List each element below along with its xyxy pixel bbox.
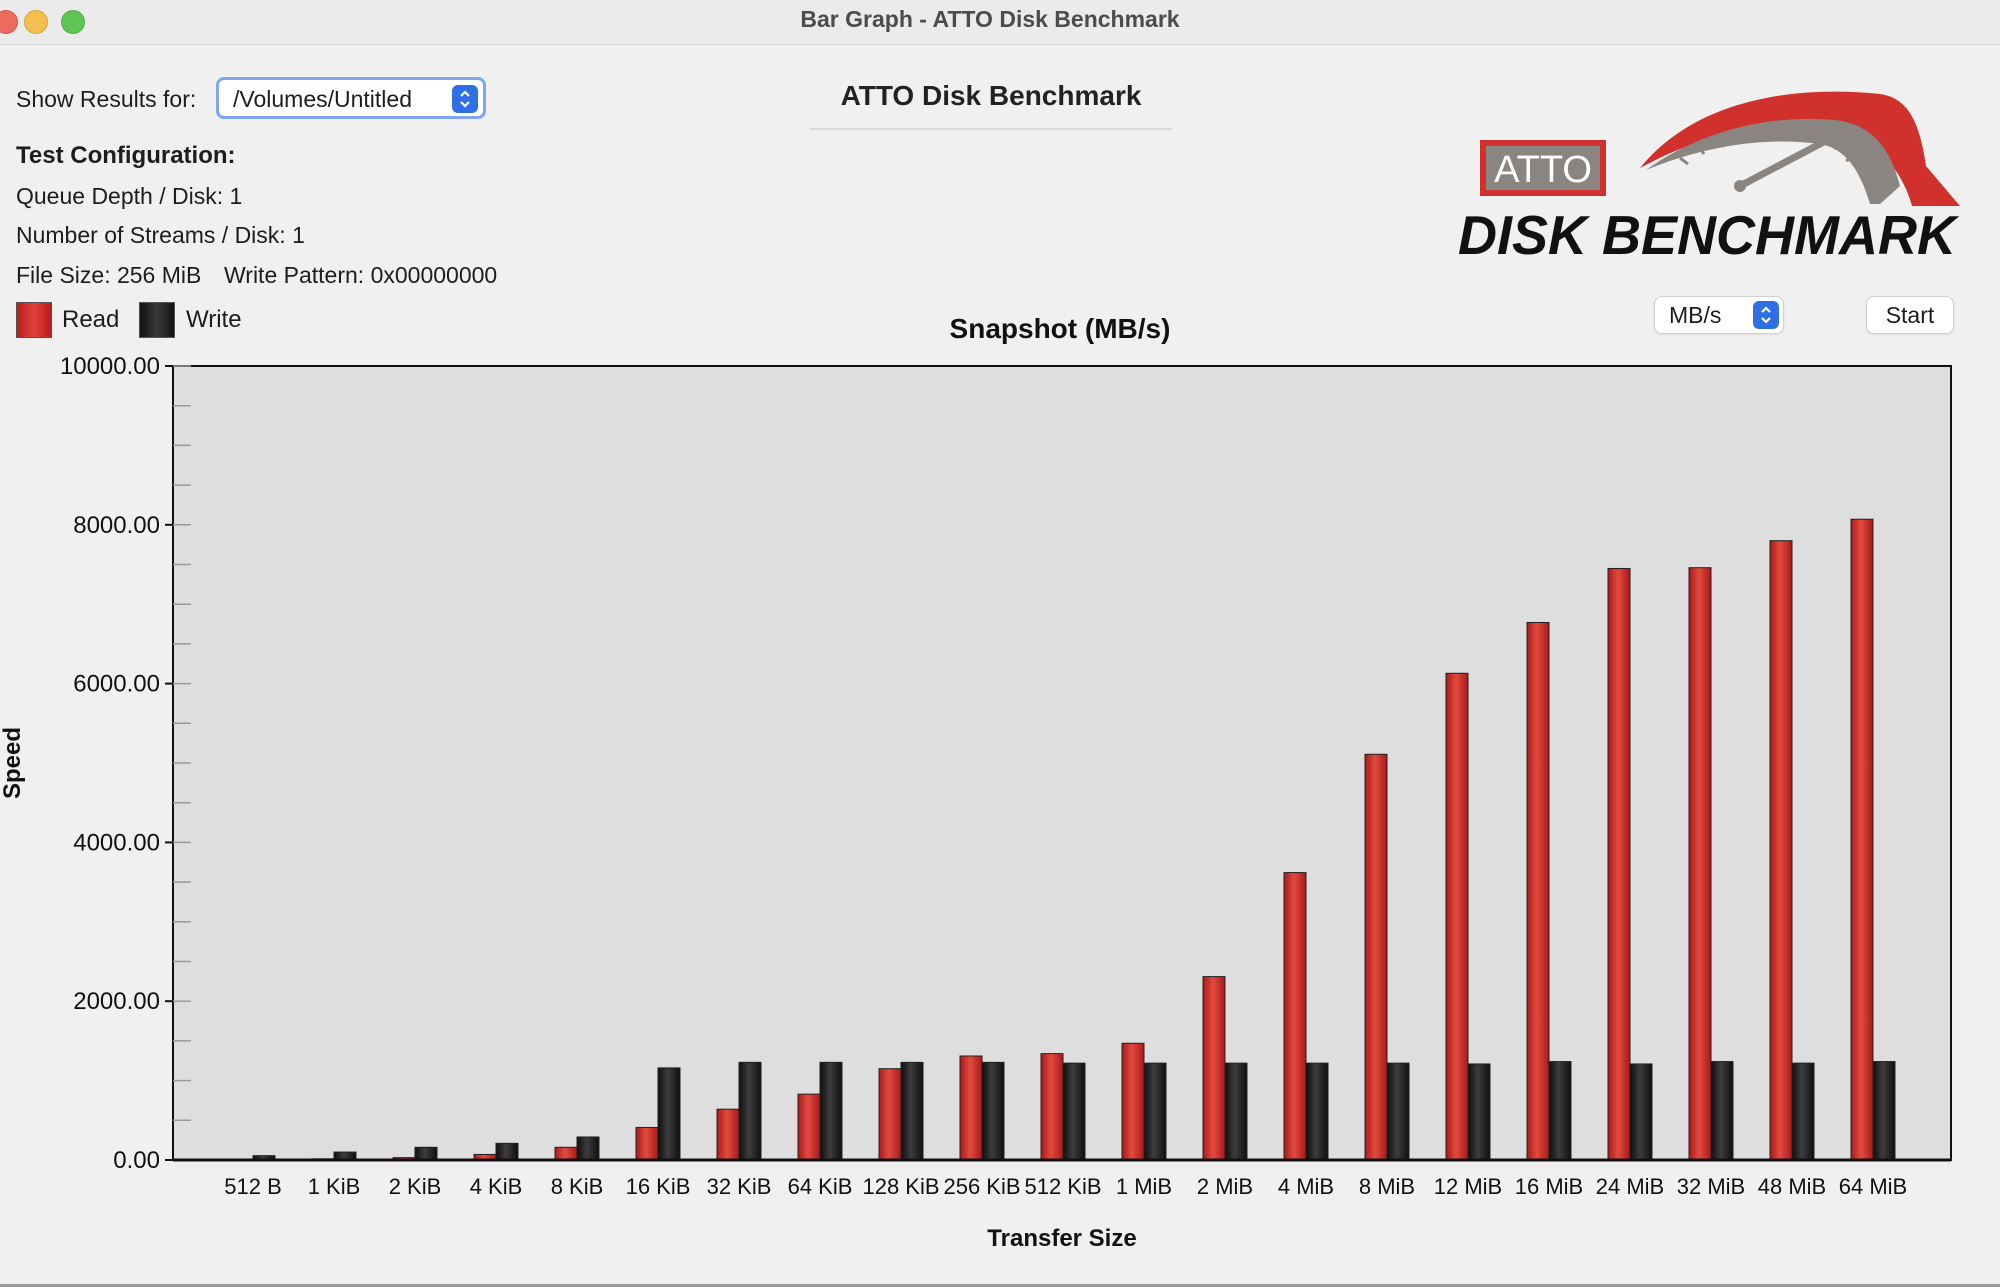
close-window-button[interactable] bbox=[0, 10, 18, 34]
write-bar-14 bbox=[1305, 1062, 1329, 1161]
read-bar-12 bbox=[1121, 1042, 1145, 1161]
write-bar-4 bbox=[495, 1142, 519, 1161]
title-divider bbox=[810, 128, 1172, 130]
x-tick-label: 1 KiB bbox=[308, 1174, 361, 1199]
x-tick-label: 512 KiB bbox=[1024, 1174, 1101, 1199]
x-tick-label: 2 KiB bbox=[389, 1174, 442, 1199]
minimize-window-button[interactable] bbox=[24, 10, 48, 34]
x-tick-label: 32 KiB bbox=[707, 1174, 772, 1199]
x-tick-label: 512 B bbox=[224, 1174, 282, 1199]
x-tick-label: 64 MiB bbox=[1839, 1174, 1907, 1199]
bar-chart: 0.00 2000.00 4000.00 6000.00 8000.00 10000.00… bbox=[0, 353, 1952, 1252]
logo-wordmark: DISK BENCHMARK bbox=[1458, 204, 1960, 266]
write-bar-18 bbox=[1629, 1063, 1653, 1161]
write-bar-11 bbox=[1062, 1062, 1086, 1161]
legend-read-swatch bbox=[16, 302, 52, 338]
x-axis-label: Transfer Size bbox=[987, 1225, 1136, 1252]
read-bar-14 bbox=[1283, 872, 1307, 1161]
read-bar-17 bbox=[1526, 621, 1550, 1161]
y-tick-label: 0.00 bbox=[113, 1147, 160, 1174]
show-results-label: Show Results for: bbox=[16, 86, 197, 112]
write-bar-6 bbox=[657, 1067, 681, 1161]
results-volume-value: /Volumes/Untitled bbox=[233, 86, 412, 112]
y-axis-label: Speed bbox=[0, 727, 26, 799]
atto-disk-benchmark-logo: ATTO DISK BENCHMARK bbox=[1458, 91, 1960, 266]
y-tick-label: 10000.00 bbox=[60, 353, 160, 380]
read-bar-21 bbox=[1850, 518, 1874, 1161]
write-bar-10 bbox=[981, 1061, 1005, 1161]
write-bar-8 bbox=[819, 1061, 843, 1161]
write-bar-15 bbox=[1386, 1062, 1410, 1161]
test-config-title: Test Configuration: bbox=[16, 142, 236, 169]
select-stepper-icon bbox=[452, 85, 478, 113]
units-value: MB/s bbox=[1669, 302, 1722, 328]
read-bar-9 bbox=[878, 1068, 902, 1161]
x-axis: 512 B 1 KiB 2 KiB 4 KiB 8 KiB 16 KiB 32 KiB 64 … bbox=[224, 1174, 1907, 1199]
write-pattern-text: Write Pattern: 0x00000000 bbox=[224, 262, 498, 288]
read-bar-5 bbox=[554, 1146, 578, 1161]
write-bar-3 bbox=[414, 1146, 438, 1161]
logo-badge-text: ATTO bbox=[1494, 149, 1592, 191]
x-tick-label: 32 MiB bbox=[1677, 1174, 1745, 1199]
x-tick-label: 2 MiB bbox=[1197, 1174, 1253, 1199]
read-bar-16 bbox=[1445, 672, 1469, 1161]
app-title: ATTO Disk Benchmark bbox=[840, 80, 1142, 111]
read-bar-8 bbox=[797, 1093, 821, 1161]
read-bar-6 bbox=[635, 1126, 659, 1161]
file-size-text: File Size: 256 MiB bbox=[16, 262, 202, 288]
read-bar-10 bbox=[959, 1055, 983, 1161]
plot-area bbox=[172, 365, 1952, 1161]
queue-depth-text: Queue Depth / Disk: 1 bbox=[16, 183, 243, 209]
y-axis: 0.00 2000.00 4000.00 6000.00 8000.00 10000.00 bbox=[60, 353, 173, 1174]
x-tick-label: 16 KiB bbox=[626, 1174, 691, 1199]
legend-write-swatch bbox=[139, 302, 175, 338]
x-tick-label: 4 KiB bbox=[470, 1174, 523, 1199]
write-bar-12 bbox=[1143, 1062, 1167, 1161]
read-bar-15 bbox=[1364, 753, 1388, 1161]
zoom-window-button[interactable] bbox=[61, 10, 85, 34]
y-tick-label: 2000.00 bbox=[73, 988, 160, 1015]
legend-write-label: Write bbox=[186, 306, 242, 333]
y-minor-ticks bbox=[173, 365, 191, 1161]
x-tick-label: 16 MiB bbox=[1515, 1174, 1583, 1199]
title-bar: Bar Graph - ATTO Disk Benchmark bbox=[0, 0, 2000, 45]
window-title: Bar Graph - ATTO Disk Benchmark bbox=[800, 6, 1180, 32]
x-tick-label: 1 MiB bbox=[1116, 1174, 1172, 1199]
y-tick-label: 8000.00 bbox=[73, 512, 160, 539]
write-bar-21 bbox=[1872, 1061, 1896, 1161]
read-bar-7 bbox=[716, 1108, 740, 1161]
x-tick-label: 48 MiB bbox=[1758, 1174, 1826, 1199]
units-select[interactable]: MB/s bbox=[1654, 296, 1784, 334]
write-bar-7 bbox=[738, 1061, 762, 1161]
results-volume-select[interactable]: /Volumes/Untitled bbox=[216, 77, 486, 119]
y-tick-label: 6000.00 bbox=[73, 671, 160, 698]
legend-read-label: Read bbox=[62, 306, 120, 333]
write-bar-5 bbox=[576, 1136, 600, 1161]
x-tick-label: 24 MiB bbox=[1596, 1174, 1664, 1199]
x-tick-label: 4 MiB bbox=[1278, 1174, 1334, 1199]
x-tick-label: 8 KiB bbox=[551, 1174, 604, 1199]
x-tick-label: 256 KiB bbox=[943, 1174, 1020, 1199]
y-tick-label: 4000.00 bbox=[73, 829, 160, 856]
x-tick-label: 8 MiB bbox=[1359, 1174, 1415, 1199]
chart-title: Snapshot (MB/s) bbox=[949, 313, 1171, 344]
start-button[interactable]: Start bbox=[1866, 296, 1954, 334]
streams-text: Number of Streams / Disk: 1 bbox=[16, 222, 305, 248]
write-bar-16 bbox=[1467, 1063, 1491, 1161]
read-bar-13 bbox=[1202, 976, 1226, 1161]
write-bar-17 bbox=[1548, 1061, 1572, 1161]
x-tick-label: 64 KiB bbox=[788, 1174, 853, 1199]
write-bar-20 bbox=[1791, 1062, 1815, 1161]
x-tick-label: 128 KiB bbox=[862, 1174, 939, 1199]
x-tick-label: 12 MiB bbox=[1434, 1174, 1502, 1199]
window-bottom-edge bbox=[0, 1284, 2000, 1287]
read-bar-18 bbox=[1607, 567, 1631, 1161]
read-bar-20 bbox=[1769, 540, 1793, 1161]
read-bar-19 bbox=[1688, 567, 1712, 1161]
write-bar-9 bbox=[900, 1061, 924, 1161]
write-bar-13 bbox=[1224, 1062, 1248, 1161]
read-bar-11 bbox=[1040, 1053, 1064, 1161]
write-bar-19 bbox=[1710, 1061, 1734, 1161]
units-stepper-icon bbox=[1753, 301, 1779, 329]
